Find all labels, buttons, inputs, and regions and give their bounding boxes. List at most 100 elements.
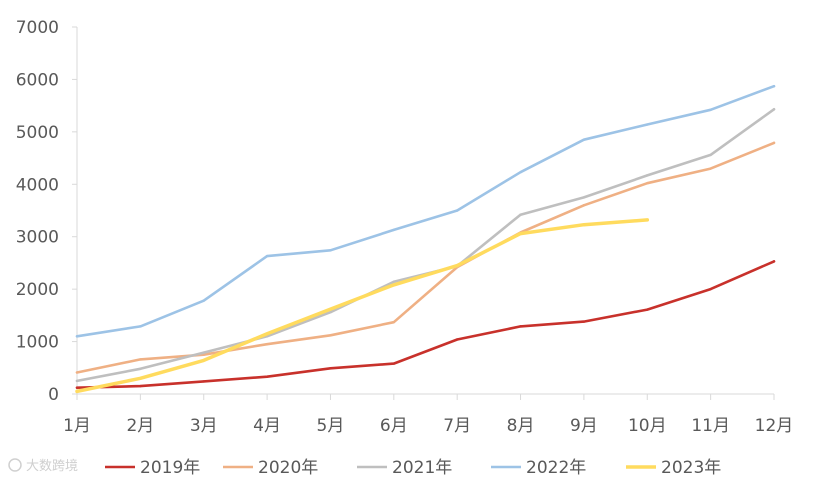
series-line <box>75 141 776 374</box>
legend-item: 2020年 <box>223 458 318 478</box>
watermark: 大数跨境 <box>8 458 78 474</box>
data-point <box>392 228 396 232</box>
y-tick-label: 2000 <box>16 280 59 300</box>
data-point <box>265 254 269 258</box>
data-point <box>646 218 649 222</box>
data-point <box>392 280 396 284</box>
x-tick-label: 1月 <box>63 416 91 436</box>
legend-label: 2021年 <box>392 458 452 478</box>
x-tick-label: 9月 <box>570 416 598 436</box>
x-tick-label: 3月 <box>190 416 218 436</box>
data-point <box>202 380 205 383</box>
legend-label: 2019年 <box>140 458 200 478</box>
x-tick-label: 7月 <box>443 416 471 436</box>
series-line <box>75 108 776 383</box>
x-tick-label: 6月 <box>380 416 408 436</box>
x-tick-label: 8月 <box>507 416 535 436</box>
legend-label: 2020年 <box>258 458 318 478</box>
data-point <box>582 138 586 141</box>
data-point <box>709 167 712 170</box>
legend: 2019年 2020年 2021年 2022年 2023年 <box>105 458 721 478</box>
watermark-logo-icon <box>8 458 22 472</box>
data-point <box>139 325 142 328</box>
data-point <box>329 367 332 370</box>
x-tick-label: 5月 <box>317 416 345 436</box>
x-tick-label: 12月 <box>755 416 794 436</box>
data-point <box>75 386 79 389</box>
legend-item: 2022年 <box>491 458 586 478</box>
data-point <box>139 377 142 380</box>
series-line <box>75 218 650 394</box>
data-point <box>582 196 586 199</box>
data-point <box>709 153 712 157</box>
data-point <box>392 320 396 324</box>
data-point <box>202 299 205 302</box>
series-line <box>75 260 776 390</box>
y-tick-label: 6000 <box>16 70 59 90</box>
data-point <box>582 320 586 323</box>
data-point <box>646 174 649 177</box>
data-point <box>75 379 79 383</box>
data-point <box>75 371 79 374</box>
series-2021年 <box>75 108 776 383</box>
data-point <box>772 141 776 145</box>
data-point <box>772 260 776 263</box>
data-point <box>265 375 269 378</box>
y-tick-label: 7000 <box>16 18 59 38</box>
data-point <box>455 264 459 267</box>
data-point <box>455 338 459 341</box>
y-tick-label: 5000 <box>16 123 59 143</box>
data-point <box>265 332 269 335</box>
data-point <box>519 171 522 174</box>
data-point <box>582 204 586 207</box>
series-2023年 <box>75 218 650 394</box>
data-point <box>772 85 776 88</box>
series-2020年 <box>75 141 776 374</box>
data-point <box>519 325 522 328</box>
data-point <box>139 384 142 388</box>
legend-item: 2023年 <box>626 458 721 478</box>
series-line <box>75 84 776 338</box>
x-tick-label: 10月 <box>628 416 667 436</box>
x-tick-label: 4月 <box>253 416 281 436</box>
data-point <box>646 308 649 311</box>
data-point <box>265 342 269 346</box>
data-point <box>329 249 332 252</box>
data-point <box>455 209 459 212</box>
data-point <box>329 334 332 337</box>
data-point <box>329 307 332 311</box>
legend-label: 2022年 <box>526 458 586 478</box>
data-point <box>392 362 396 365</box>
x-tick-label: 11月 <box>691 416 730 436</box>
y-tick-label: 0 <box>48 385 59 405</box>
legend-item: 2021年 <box>357 458 452 478</box>
data-point <box>646 182 649 185</box>
series-2019年 <box>75 260 776 390</box>
data-point <box>646 123 649 126</box>
data-point <box>75 335 79 338</box>
y-tick-label: 4000 <box>16 175 59 195</box>
axes: 0 1000 2000 3000 4000 5000 6000 7000 1月 2月 3月 4月 5月 6… <box>16 18 794 436</box>
series-2022年 <box>75 84 776 338</box>
data-point <box>709 287 712 291</box>
watermark-text: 大数跨境 <box>26 459 78 474</box>
data-point <box>139 367 142 371</box>
data-point <box>709 108 712 112</box>
data-point <box>139 358 142 361</box>
legend-label: 2023年 <box>661 458 721 478</box>
data-point <box>392 283 396 287</box>
data-point <box>519 213 522 216</box>
x-tick-label: 2月 <box>126 416 154 436</box>
data-point <box>202 359 205 362</box>
y-tick-label: 3000 <box>16 228 59 248</box>
data-point <box>772 108 776 111</box>
data-point <box>582 223 586 226</box>
data-point <box>519 232 522 235</box>
legend-item: 2019年 <box>105 458 200 478</box>
data-point <box>202 351 205 354</box>
data-point <box>75 390 79 393</box>
y-tick-label: 1000 <box>16 333 59 353</box>
series-layer <box>75 84 776 394</box>
data-point <box>329 311 332 314</box>
